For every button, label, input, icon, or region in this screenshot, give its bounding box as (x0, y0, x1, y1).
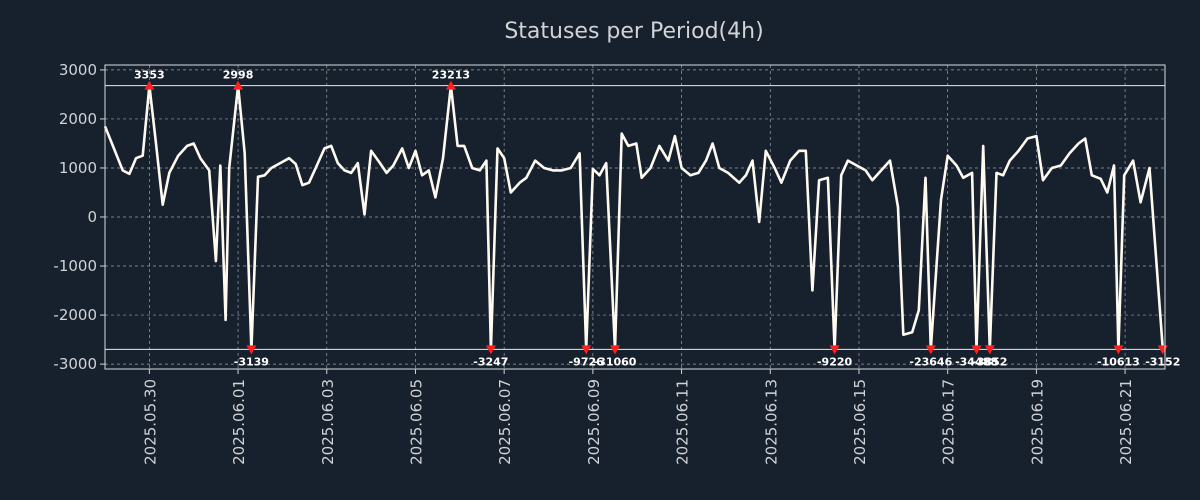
y-tick-label: -3000 (53, 355, 97, 373)
x-tick-label: 2025.06.13 (762, 379, 780, 465)
min-marker-label: -3139 (234, 355, 269, 368)
min-marker (971, 345, 982, 355)
x-tick-label: 2025.06.21 (1117, 379, 1135, 465)
x-tick-label: 2025.06.19 (1028, 379, 1046, 465)
y-tick-label: -2000 (53, 306, 97, 324)
chart-title: Statuses per Period(4h) (504, 19, 763, 44)
x-tick-label: 2025.06.07 (496, 379, 514, 465)
x-tick-label: 2025.06.05 (407, 379, 425, 465)
max-marker (445, 80, 456, 90)
y-tick-label: 3000 (59, 61, 97, 79)
x-tick-label: 2025.06.01 (230, 379, 248, 465)
min-marker-label: -9726 (569, 355, 605, 368)
plot-frame (104, 64, 1166, 370)
min-marker (246, 345, 257, 355)
min-marker-label: -3152 (1145, 355, 1180, 368)
min-marker (984, 345, 995, 355)
min-marker (610, 345, 621, 355)
y-tick-label: 2000 (59, 110, 97, 128)
x-tick-label: 2025.05.30 (141, 379, 159, 465)
min-marker (829, 345, 840, 355)
max-marker-label: 2998 (223, 69, 254, 82)
x-tick-label: 2025.06.09 (585, 379, 603, 465)
max-marker (144, 80, 155, 90)
x-tick-label: 2025.06.03 (319, 379, 337, 465)
y-tick-label: -1000 (53, 257, 97, 275)
y-tick-label: 1000 (59, 159, 97, 177)
x-tick-label: 2025.06.11 (674, 379, 692, 465)
x-tick-label: 2025.06.17 (940, 379, 958, 465)
min-marker (581, 345, 592, 355)
x-tick-label: 2025.06.15 (851, 379, 869, 465)
max-marker (233, 80, 244, 90)
min-marker-label: -34488 (955, 355, 998, 368)
min-marker-label: -31060 (594, 355, 637, 368)
min-marker-label: -3852 (972, 355, 1007, 368)
min-marker-label: -9220 (817, 355, 853, 368)
min-marker (925, 345, 936, 355)
min-marker-label: -3247 (473, 355, 508, 368)
min-marker (485, 345, 496, 355)
min-marker-label: -23646 (909, 355, 952, 368)
series-line-statuses (103, 84, 1165, 351)
y-tick-label: 0 (87, 208, 97, 226)
min-marker (1113, 345, 1124, 355)
min-marker-label: -10613 (1097, 355, 1140, 368)
max-marker-label: 3353 (134, 69, 165, 82)
max-marker-label: 23213 (432, 69, 470, 82)
